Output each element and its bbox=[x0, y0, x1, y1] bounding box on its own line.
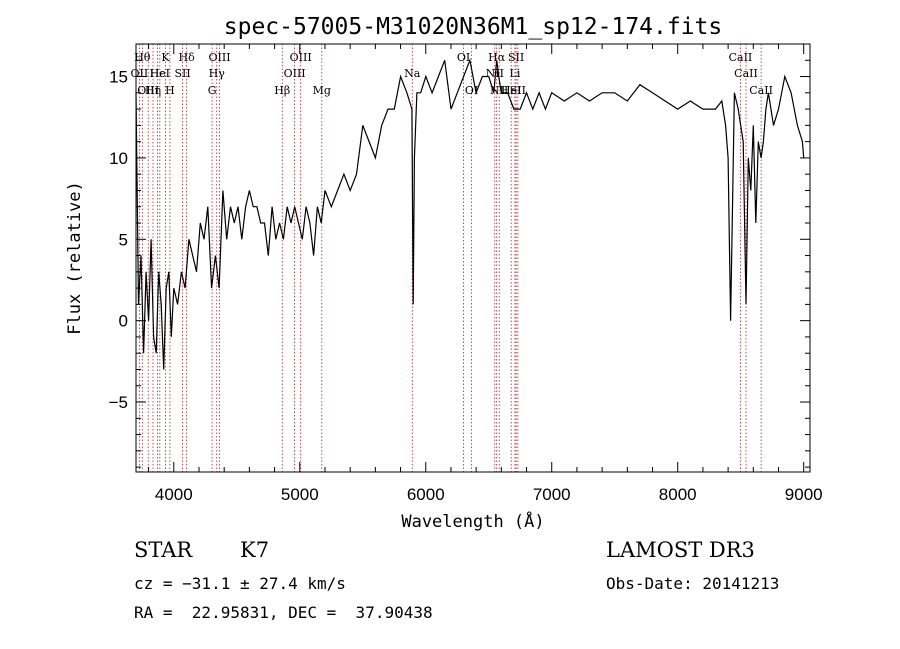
spectral-line-label: OIII bbox=[208, 51, 230, 64]
y-tick-label: 15 bbox=[109, 68, 128, 87]
x-tick-label: 9000 bbox=[785, 485, 823, 504]
coordinates: RA = 22.95831, DEC = 37.90438 bbox=[134, 603, 433, 622]
plot-frame bbox=[135, 43, 811, 473]
spectral-line-label: SII bbox=[508, 51, 524, 64]
spectral-line-label: OIII bbox=[284, 67, 306, 80]
y-tick-label: 10 bbox=[109, 149, 128, 168]
spectral-line-label: Mg bbox=[313, 84, 331, 97]
spectral-line-label: Hγ bbox=[209, 67, 226, 80]
spectral-line-label: OII bbox=[131, 67, 149, 80]
spectral-line-label: Hα bbox=[488, 51, 506, 64]
object-subclass: K7 bbox=[240, 538, 270, 562]
spectral-line-label: OI bbox=[465, 84, 478, 97]
y-axis-label: Flux (relative) bbox=[65, 181, 85, 335]
spectral-line-label: OIII bbox=[137, 84, 159, 97]
spectral-line-markers bbox=[139, 44, 762, 472]
x-tick-label: 7000 bbox=[533, 485, 571, 504]
observation-date: Obs-Date: 20141213 bbox=[606, 574, 780, 593]
spectral-line-label: OIII bbox=[290, 51, 312, 64]
chart-title: spec-57005-M31020N36M1_sp12-174.fits bbox=[224, 14, 723, 40]
spectral-line-label: SII bbox=[174, 67, 190, 80]
spectral-line-labels: OIIHθOIIIHηHεHeIKHSIIHδGHγOIIIHβOIIIOIII… bbox=[131, 51, 773, 97]
spectral-line-label: G bbox=[208, 84, 217, 97]
spectral-line-label: SII bbox=[510, 84, 526, 97]
y-tick-label: 5 bbox=[119, 230, 128, 249]
spectral-line-label: Na bbox=[404, 67, 421, 80]
spectral-line-label: OI bbox=[457, 51, 470, 64]
spectral-line-label: K bbox=[161, 51, 170, 64]
spectral-line-label: HeI bbox=[150, 67, 170, 80]
survey-name: LAMOST DR3 bbox=[606, 538, 755, 562]
spectrum-line bbox=[135, 58, 805, 370]
x-tick-label: 8000 bbox=[659, 485, 697, 504]
spectral-line-label: Hβ bbox=[274, 84, 290, 97]
spectral-line-label: HeI bbox=[501, 84, 521, 97]
object-class: STAR bbox=[134, 538, 193, 562]
spectral-line-label: CaII bbox=[749, 84, 773, 97]
spectral-line-label: H bbox=[165, 84, 175, 97]
x-tick-label: 5000 bbox=[281, 485, 319, 504]
y-tick-label: −5 bbox=[109, 393, 128, 412]
x-tick-label: 4000 bbox=[155, 485, 193, 504]
redshift-cz: cz = −31.1 ± 27.4 km/s bbox=[134, 574, 346, 593]
spectral-line-label: CaII bbox=[734, 67, 758, 80]
x-tick-label: 6000 bbox=[407, 485, 445, 504]
y-tick-label: 0 bbox=[119, 312, 128, 331]
x-axis-label: Wavelength (Å) bbox=[401, 510, 544, 532]
spectral-line-label: Hε bbox=[150, 67, 166, 80]
spectral-line-label: CaII bbox=[729, 51, 753, 64]
spectral-line-label: Hδ bbox=[179, 51, 196, 64]
spectral-line-label: Li bbox=[510, 67, 521, 80]
axis-ticks: 4000 5000 6000 7000 8000 9000 −5 0 5 10 15 bbox=[109, 44, 823, 504]
spectral-line-label: Hη bbox=[145, 84, 161, 97]
spectral-line-label: Hθ bbox=[134, 51, 151, 64]
